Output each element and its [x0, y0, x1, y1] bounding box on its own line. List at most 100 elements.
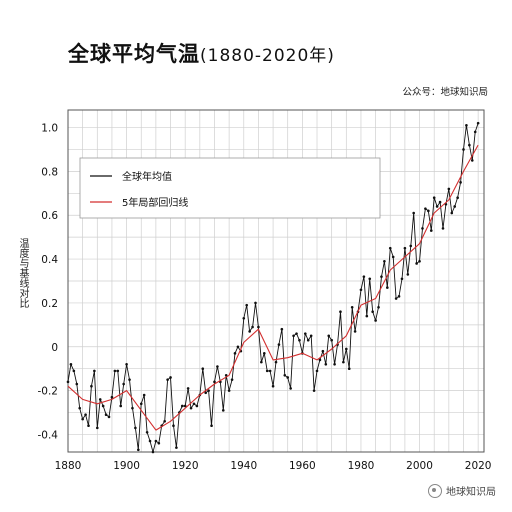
title-years: (1880-2020年) [200, 46, 335, 66]
data-point [339, 310, 342, 313]
data-point [195, 404, 199, 408]
data-point [459, 181, 462, 184]
data-point [306, 338, 310, 342]
data-point [104, 413, 108, 417]
data-point [192, 402, 196, 406]
x-tick-label: 1880 [55, 460, 82, 472]
data-point [227, 389, 231, 392]
y-tick-label: 0.4 [41, 254, 58, 266]
legend-label-regression: 5年局部回归线 [122, 196, 188, 209]
y-axis-ticks: -0.4 -0.2 0 0.2 0.4 0.6 0.8 1.0 [38, 123, 59, 442]
data-point [383, 259, 386, 263]
footer-label: 地球知识局 [446, 487, 496, 498]
series-layer [66, 121, 480, 454]
data-point [251, 325, 254, 329]
data-point [87, 424, 90, 427]
data-point [236, 345, 240, 349]
data-point [93, 369, 96, 373]
x-tick-label: 1920 [172, 460, 199, 472]
data-point [391, 255, 395, 259]
data-point [342, 360, 345, 364]
data-point [327, 334, 331, 338]
data-point [345, 347, 348, 351]
x-tick-label: 1900 [113, 460, 140, 472]
data-point [468, 143, 471, 147]
data-point [116, 369, 120, 373]
data-point [154, 439, 158, 443]
data-point [265, 369, 269, 373]
data-point [110, 395, 114, 399]
x-tick-label: 1940 [230, 460, 257, 472]
data-point [262, 352, 266, 355]
data-point [157, 441, 161, 445]
data-point [462, 148, 465, 151]
data-point [221, 409, 225, 412]
data-point [295, 332, 298, 335]
data-point [145, 430, 149, 434]
data-point [386, 286, 389, 289]
x-tick-label: 2000 [406, 460, 433, 472]
y-tick-label: 1.0 [41, 123, 58, 135]
data-point [166, 378, 169, 381]
data-point [90, 384, 93, 388]
data-point [245, 303, 249, 307]
data-point [163, 420, 166, 423]
data-point [175, 446, 178, 449]
data-point [151, 450, 155, 454]
legend-box [79, 157, 381, 219]
plot-frame [67, 109, 485, 453]
data-point [450, 211, 454, 215]
data-point [438, 200, 442, 204]
data-point [418, 259, 421, 263]
data-point [400, 277, 404, 281]
y-axis-label: 温度与基线对比 [17, 238, 28, 308]
data-point [113, 369, 117, 373]
data-point [324, 363, 328, 366]
data-point [183, 404, 187, 408]
data-point [415, 262, 418, 265]
data-point [435, 205, 439, 208]
data-point [257, 325, 260, 329]
data-point [371, 310, 374, 313]
data-point [321, 349, 325, 353]
data-point [309, 334, 313, 338]
data-point [427, 209, 430, 213]
wechat-icon [428, 483, 442, 498]
data-point [380, 275, 383, 278]
data-point [189, 406, 193, 410]
data-point [107, 415, 111, 419]
data-point [242, 316, 246, 320]
data-point [84, 413, 87, 417]
data-point [388, 246, 392, 250]
y-tick-label: -0.4 [38, 429, 59, 441]
data-point [465, 124, 468, 127]
source-credit: 公众号：地球知识局 [402, 87, 488, 98]
data-point [69, 363, 73, 366]
data-point [98, 398, 102, 401]
data-point [260, 360, 263, 364]
data-point [350, 306, 354, 309]
data-point [476, 121, 480, 125]
data-point [216, 365, 219, 368]
page-title: 全球平均气温(1880-2020年) [68, 38, 335, 68]
data-point [213, 380, 216, 384]
data-point [318, 358, 322, 362]
y-tick-label: 0 [51, 342, 58, 354]
data-point [230, 378, 234, 381]
data-point [292, 334, 295, 338]
data-point [286, 376, 290, 379]
data-point [180, 404, 184, 408]
x-tick-label: 1960 [289, 460, 316, 472]
data-point [374, 319, 377, 322]
data-point [131, 406, 134, 410]
data-point [412, 211, 415, 215]
data-point [233, 352, 237, 355]
data-point [137, 448, 140, 452]
data-point [353, 330, 357, 333]
y-tick-label: 0.6 [41, 210, 58, 222]
data-point [473, 130, 477, 134]
data-point [406, 273, 410, 276]
data-point [139, 402, 143, 406]
data-point [312, 389, 316, 392]
